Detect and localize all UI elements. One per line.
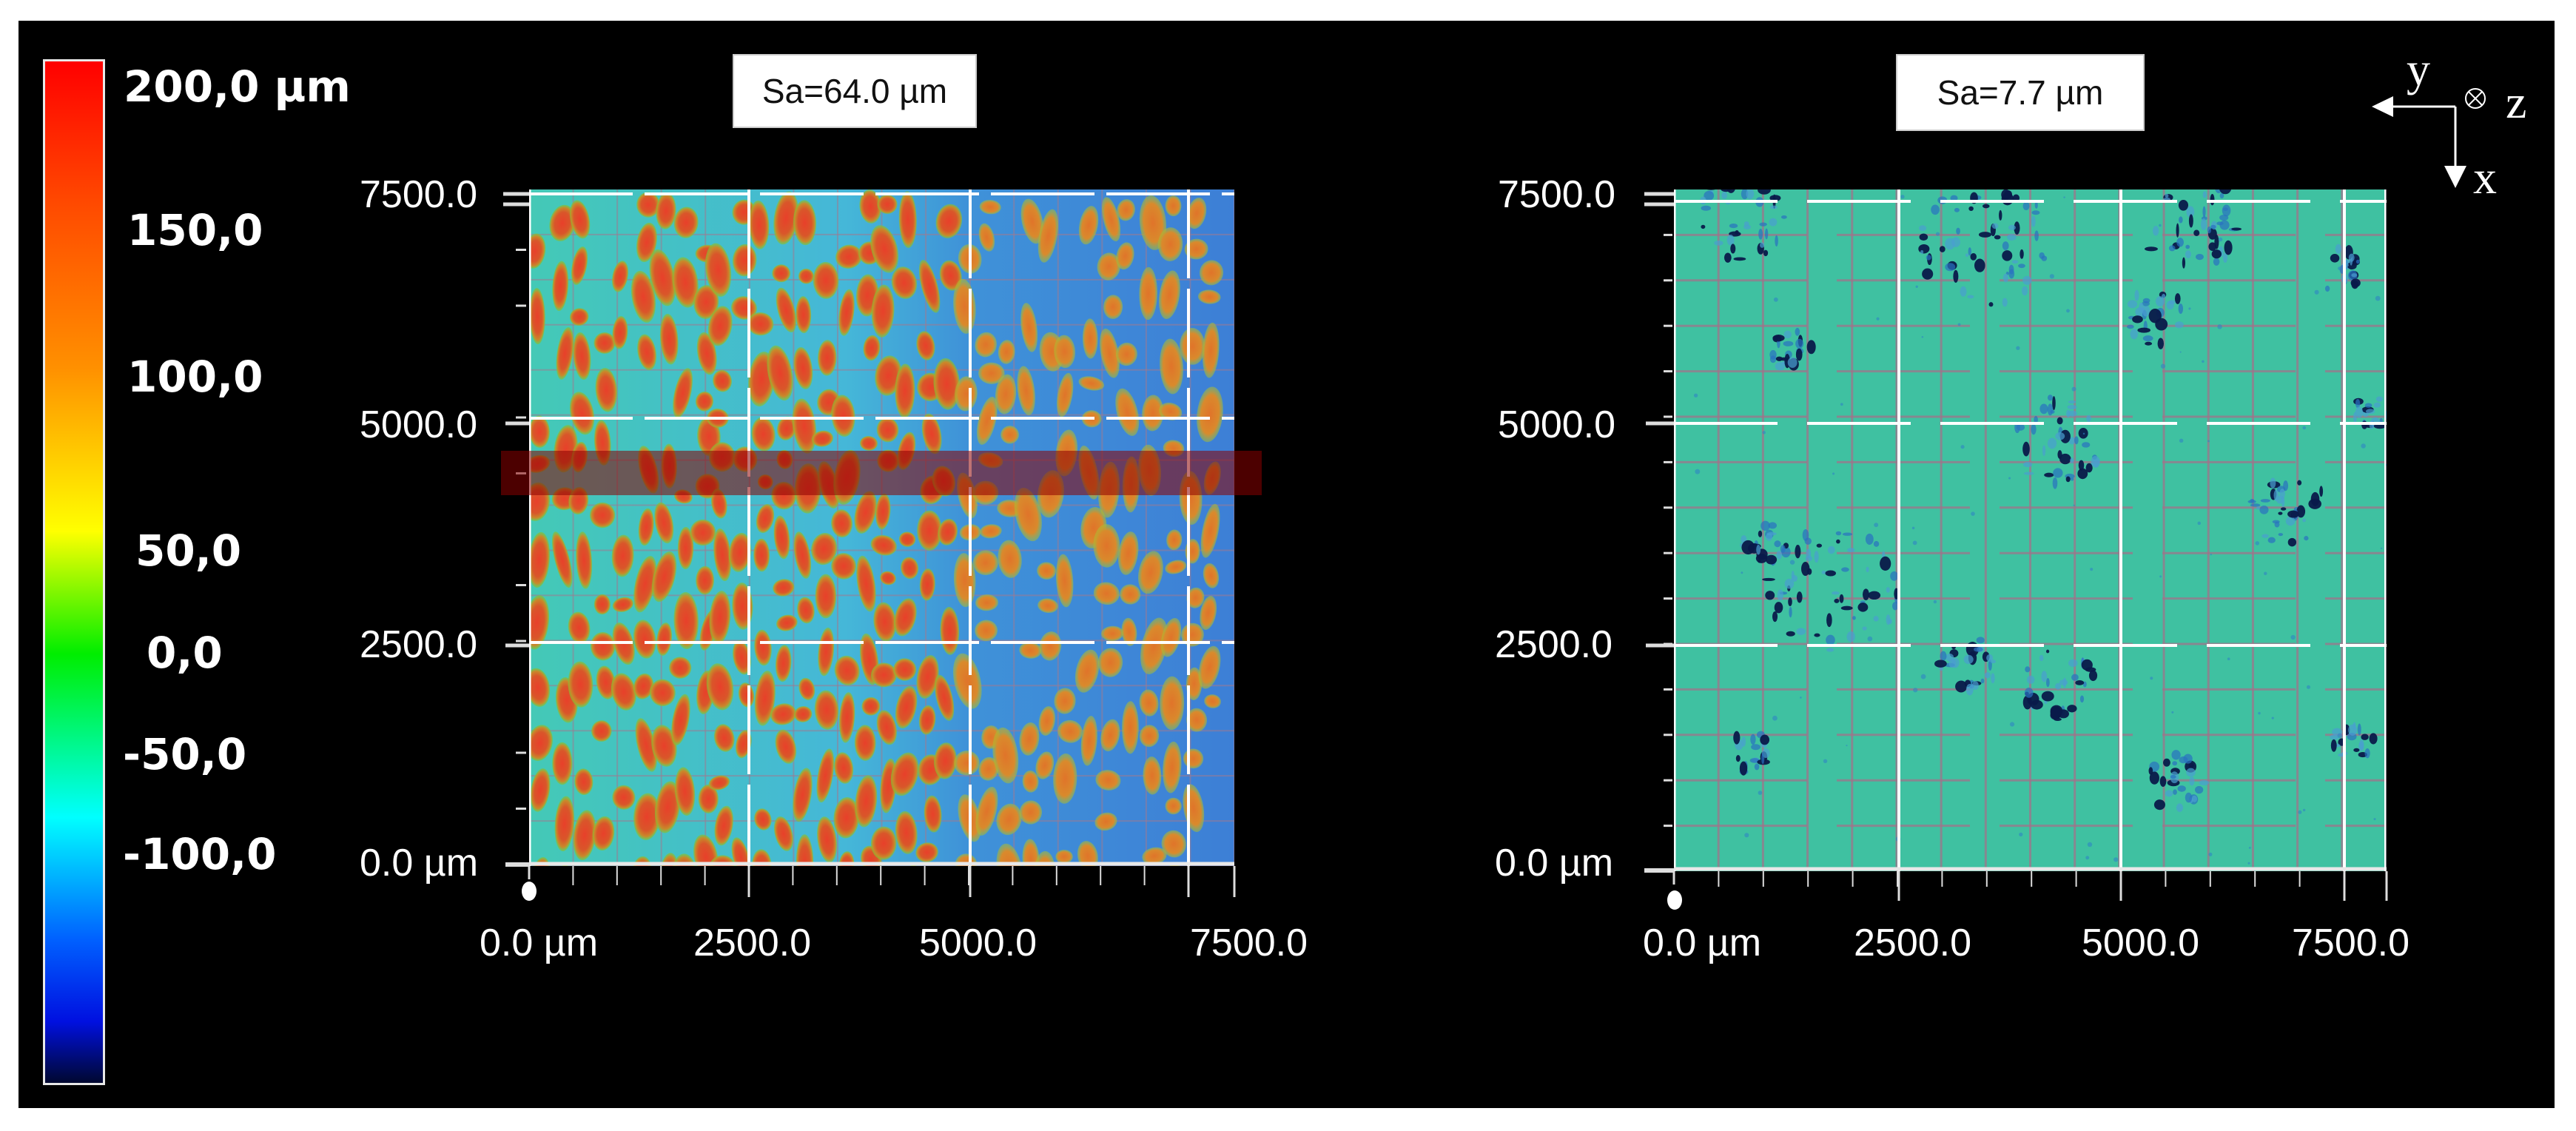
height-map-before	[529, 189, 1234, 866]
x-tick-label: 2500.0	[693, 922, 812, 964]
colorbar-label: -50,0	[123, 729, 247, 779]
x-axis-label: x	[2473, 151, 2497, 204]
sa-label-left: Sa=64.0 µm	[733, 54, 977, 128]
colorbar-label-min: -100,0	[123, 829, 277, 879]
x-tick-label: 5000.0	[919, 922, 1038, 964]
colorbar-label: 50,0	[135, 526, 242, 576]
y-tick-label: 5000.0	[1498, 403, 1616, 446]
colorbar-label: 150,0	[127, 205, 263, 255]
colorbar-label: 0,0	[147, 628, 223, 678]
x-tick-label: 2500.0	[1854, 922, 1972, 964]
x-tick-label: 0.0 µm	[480, 922, 599, 964]
y-tick-label: 0.0 µm	[360, 842, 479, 885]
y-tick-label: 0.0 µm	[1495, 842, 1614, 885]
x-tick-label: 7500.0	[1190, 922, 1308, 964]
y-tick-label: 5000.0	[360, 403, 478, 446]
z-axis-label: z	[2506, 75, 2527, 128]
colorbar	[43, 59, 105, 1085]
x-tick-label: 5000.0	[2082, 922, 2200, 964]
colorbar-gradient	[45, 61, 103, 1083]
axes-arrows-icon	[2372, 88, 2486, 188]
colorbar-label: 100,0	[127, 352, 263, 402]
x-tick-label: 0.0 µm	[1643, 922, 1762, 964]
y-tick-label: 2500.0	[1495, 623, 1613, 666]
x-tick-label: 7500.0	[2292, 922, 2410, 964]
y-tick-label: 7500.0	[360, 173, 478, 216]
y-axis-label: y	[2407, 43, 2430, 95]
coordinate-axes-icon: y z x	[2361, 37, 2553, 207]
sa-label-right: Sa=7.7 µm	[1896, 54, 2145, 131]
y-tick-label: 7500.0	[1498, 173, 1616, 216]
height-map-after	[1674, 189, 2387, 871]
highlight-band	[501, 451, 1262, 495]
colorbar-label-max: 200,0 µm	[124, 61, 351, 112]
y-tick-label: 2500.0	[360, 623, 478, 666]
